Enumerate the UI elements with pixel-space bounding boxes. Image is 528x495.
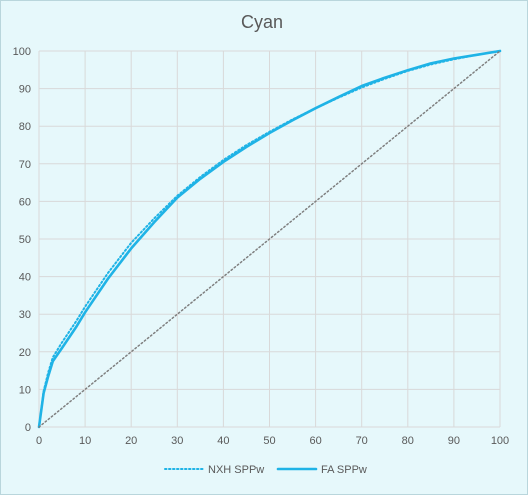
x-tick-label: 50: [263, 435, 275, 447]
x-tick-label: 40: [217, 435, 229, 447]
x-tick-label: 60: [309, 435, 321, 447]
x-tick-label: 70: [356, 435, 368, 447]
legend-label: FA SPPw: [321, 464, 367, 476]
y-tick-label: 70: [19, 159, 31, 171]
x-tick-label: 90: [448, 435, 460, 447]
y-tick-label: 80: [19, 121, 31, 133]
y-tick-label: 40: [19, 272, 31, 284]
y-tick-label: 100: [13, 46, 31, 58]
x-tick-label: 30: [171, 435, 183, 447]
x-tick-label: 20: [125, 435, 137, 447]
y-tick-label: 10: [19, 384, 31, 396]
reference-diagonal-line: [38, 50, 501, 428]
y-tick-label: 0: [25, 422, 31, 434]
series-line-fa-sppw: [37, 49, 502, 429]
x-tick-label: 10: [79, 435, 91, 447]
x-tick-label: 0: [36, 435, 42, 447]
x-tick-label: 100: [491, 435, 509, 447]
x-tick-label: 80: [402, 435, 414, 447]
chart-title: Cyan: [241, 12, 283, 32]
y-tick-label: 20: [19, 347, 31, 359]
y-tick-label: 90: [19, 84, 31, 96]
legend-label: NXH SPPw: [208, 464, 264, 476]
y-tick-label: 30: [19, 309, 31, 321]
y-tick-label: 50: [19, 234, 31, 246]
y-tick-label: 60: [19, 196, 31, 208]
